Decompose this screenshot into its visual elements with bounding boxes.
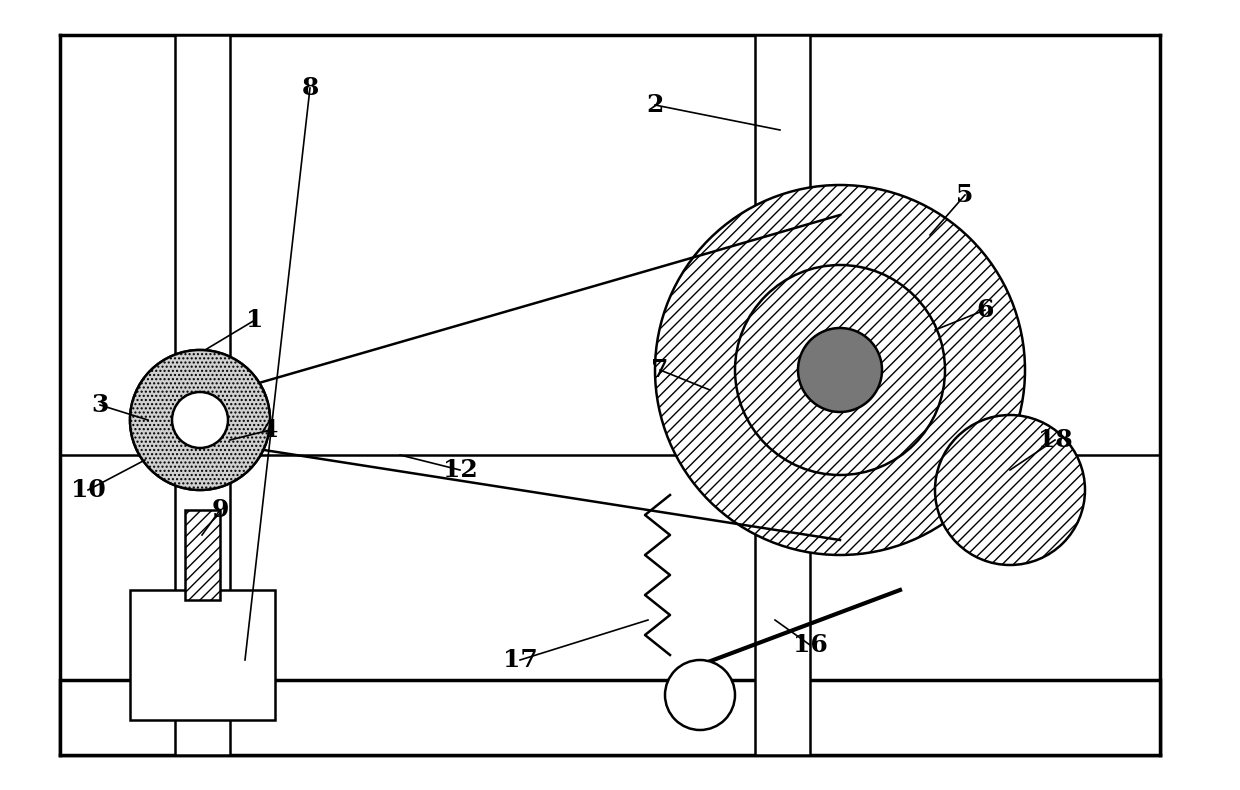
Ellipse shape	[172, 392, 228, 448]
Text: 4: 4	[262, 418, 279, 442]
Text: 17: 17	[502, 648, 537, 672]
Bar	[175, 35, 229, 755]
Text: 8: 8	[301, 76, 319, 100]
Circle shape	[735, 265, 945, 475]
Ellipse shape	[149, 366, 268, 484]
Text: 3: 3	[92, 393, 109, 417]
Ellipse shape	[130, 350, 270, 490]
Bar	[185, 510, 219, 600]
Circle shape	[665, 660, 735, 730]
Bar	[755, 35, 810, 755]
Text: 6: 6	[976, 298, 993, 322]
Text: 16: 16	[792, 633, 827, 657]
Text: 12: 12	[443, 458, 477, 482]
Bar	[130, 590, 275, 720]
Text: 9: 9	[211, 498, 228, 522]
Circle shape	[655, 185, 1025, 555]
Text: 18: 18	[1038, 428, 1073, 452]
Text: 2: 2	[646, 93, 663, 117]
Ellipse shape	[130, 350, 270, 490]
Text: 1: 1	[247, 308, 264, 332]
Circle shape	[935, 415, 1085, 565]
Text: 7: 7	[651, 358, 668, 382]
Circle shape	[799, 328, 882, 412]
Text: 5: 5	[956, 183, 973, 207]
Bar	[60, 680, 1159, 755]
Text: 10: 10	[71, 478, 105, 502]
